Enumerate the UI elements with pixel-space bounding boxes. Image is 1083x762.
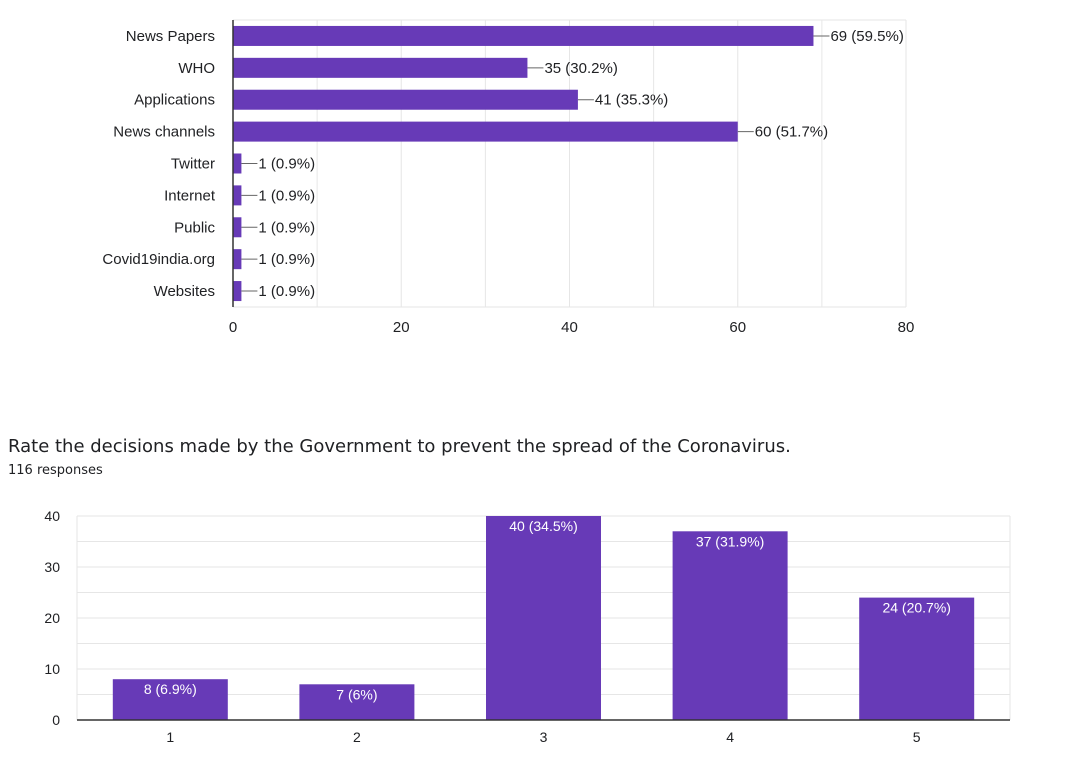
bar (112, 679, 228, 720)
y-tick-label: 40 (44, 508, 60, 524)
bar (299, 684, 415, 720)
data-label: 24 (20.7%) (882, 600, 950, 616)
category-label: News channels (113, 124, 215, 141)
bar (233, 57, 528, 78)
category-label: Internet (164, 187, 216, 204)
x-tick-label: 80 (898, 319, 915, 336)
x-tick-label: 60 (729, 319, 746, 336)
y-tick-label: 20 (44, 610, 60, 626)
data-label: 1 (0.9%) (258, 283, 315, 300)
bar (233, 89, 578, 110)
bar (233, 185, 242, 206)
data-label: 1 (0.9%) (258, 187, 315, 204)
data-label: 1 (0.9%) (258, 156, 315, 173)
x-tick-label: 20 (393, 319, 410, 336)
category-label: News Papers (126, 28, 215, 45)
bar (233, 281, 242, 302)
y-tick-label: 10 (44, 661, 60, 677)
bar (233, 249, 242, 270)
category-label: Public (174, 219, 215, 236)
data-label: 1 (0.9%) (258, 251, 315, 268)
x-tick-label: 40 (561, 319, 578, 336)
category-label: Covid19india.org (102, 251, 215, 268)
data-label: 37 (31.9%) (696, 533, 764, 549)
category-label: WHO (178, 60, 215, 77)
data-label: 69 (59.5%) (830, 28, 903, 45)
chart-subtitle: 116 responses (8, 463, 103, 478)
x-tick-label: 5 (913, 729, 921, 745)
bar (233, 121, 738, 142)
data-label: 8 (6.9%) (144, 681, 197, 697)
sources-bar-chart: 0 20 40 60 80 News Papers 69 (59.5%) WHO 35 (30.… (102, 19, 915, 336)
category-label: Applications (134, 92, 215, 109)
y-tick-label: 30 (44, 559, 60, 575)
chart-title: Rate the decisions made by the Governmen… (8, 436, 791, 457)
category-label: Websites (154, 283, 215, 300)
bar (233, 153, 242, 174)
bar (233, 217, 242, 238)
data-label: 1 (0.9%) (258, 219, 315, 236)
x-tick-label: 4 (726, 729, 734, 745)
bar (486, 516, 601, 720)
bar (859, 597, 975, 720)
x-tick-label: 2 (353, 729, 361, 745)
bar (672, 531, 788, 720)
data-label: 41 (35.3%) (595, 92, 668, 109)
x-tick-label: 0 (229, 319, 237, 336)
rating-bar-chart: 0 10 20 30 40 8 (6.9%) 1 7 (6%) 2 40 (34.5%) 3 37 (… (44, 508, 1011, 745)
category-label: Twitter (171, 156, 215, 173)
x-tick-label: 3 (540, 729, 548, 745)
x-tick-label: 1 (166, 729, 174, 745)
data-label: 7 (6%) (336, 686, 377, 702)
data-label: 35 (30.2%) (544, 60, 617, 77)
bar (233, 25, 814, 46)
y-tick-label: 0 (52, 712, 60, 728)
data-label: 40 (34.5%) (509, 518, 577, 534)
data-label: 60 (51.7%) (755, 124, 828, 141)
